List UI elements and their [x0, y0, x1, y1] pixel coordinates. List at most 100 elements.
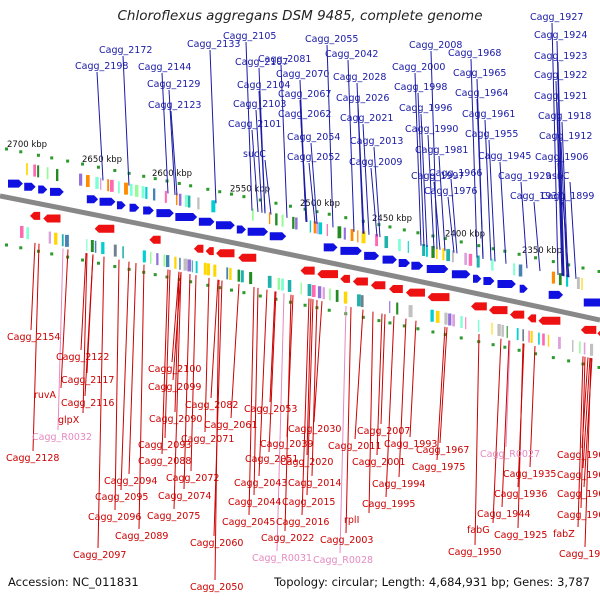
bottom-gene-label: Cagg_2100 [148, 364, 201, 375]
plus-strand-cog-bar [251, 208, 254, 221]
minus-strand-cog-bar [317, 286, 322, 299]
top-gene-label: Cagg_1921 [534, 91, 587, 102]
bottom-gene-labels: Cagg_2154 Cagg_2122 Cagg_2117 ruvA Cagg_2116… [6, 332, 600, 593]
gc-marker [597, 269, 600, 273]
gc-marker [81, 258, 85, 262]
plus-strand-cog-bar [361, 231, 366, 244]
bottom-leader-line [204, 277, 210, 433]
gc-marker [597, 365, 600, 369]
minus-strand-cog-bar [396, 302, 399, 315]
top-leader-line [326, 44, 334, 228]
top-gene-label: Cagg_1918 [538, 111, 591, 122]
top-gene-label: Cagg_1997 [411, 171, 464, 182]
minus-strand-cog-bar [191, 260, 193, 273]
gc-marker [113, 168, 117, 172]
bottom-leader-line [380, 314, 386, 425]
minus-strand-cog-bar [195, 261, 198, 274]
plus-strand-gene-arrow [116, 201, 126, 210]
minus-strand-cog-bar [506, 325, 508, 338]
bottom-leader-line [114, 259, 120, 511]
minus-strand-cog-bar [300, 282, 302, 295]
gc-marker [388, 321, 392, 325]
top-gene-label: Cagg_1976 [424, 186, 477, 197]
plus-strand-cog-bar [384, 236, 389, 249]
plus-strand-gene-arrow [215, 221, 235, 230]
bottom-leader-line [57, 248, 64, 431]
top-gene-label: Cagg_2133 [187, 39, 240, 50]
top-gene-label: Cagg_1996 [399, 103, 452, 114]
plus-strand-gene-arrow [382, 255, 397, 264]
plus-strand-cog-bar [425, 244, 428, 257]
plus-strand-cog-bar [55, 169, 59, 182]
bottom-gene-label: Cagg_1904 [557, 510, 600, 521]
gc-marker [19, 246, 23, 250]
top-leader-line [488, 139, 496, 262]
gc-marker [416, 231, 420, 235]
plus-strand-cog-bar [442, 248, 445, 261]
top-gene-label: Cagg_1955 [465, 129, 518, 140]
gc-marker [36, 153, 40, 157]
minus-strand-cog-bar [465, 317, 467, 330]
minus-strand-cog-bar [311, 284, 316, 297]
gc-marker [477, 244, 481, 248]
bottom-leader-lines [30, 242, 593, 581]
top-gene-label: Cagg_2055 [305, 34, 358, 45]
plus-strand-cog-bar [398, 238, 401, 251]
gc-marker [377, 319, 381, 323]
minus-strand-cog-bar [477, 319, 480, 332]
gc-marker [96, 165, 100, 169]
top-leader-line [476, 98, 484, 259]
top-leader-line [245, 41, 253, 211]
minus-strand-gene-arrow [527, 314, 537, 323]
bottom-leader-line [354, 309, 364, 440]
top-gene-label: Cagg_2021 [340, 113, 393, 124]
plus-strand-gene-arrow [364, 251, 380, 260]
bottom-leader-line [213, 280, 223, 537]
plus-strand-cog-bar [99, 177, 102, 190]
top-gene-label: Cagg_1937 [510, 191, 563, 202]
gc-marker [361, 315, 365, 319]
gc-marker [491, 247, 495, 251]
plus-strand-cog-bar [26, 163, 28, 176]
bottom-gene-label: ruvA [34, 390, 57, 401]
plus-strand-gene-arrow [483, 276, 495, 285]
minus-strand-cog-bar [48, 231, 51, 244]
plus-strand-cog-bar [33, 164, 37, 177]
minus-strand-gene-arrow [43, 214, 61, 223]
bottom-rna-label: Cagg_R0032 [32, 432, 92, 443]
minus-strand-gene-arrow [149, 235, 161, 244]
plus-strand-cog-bar [581, 277, 583, 290]
minus-strand-cog-bar [94, 240, 97, 253]
minus-strand-cog-bar [203, 262, 207, 275]
plus-strand-gene-arrow [24, 182, 36, 191]
top-gene-label: Cagg_1998 [394, 82, 447, 93]
minus-strand-cog-bar [26, 227, 29, 240]
bottom-gene-label: Cagg_1944 [477, 509, 530, 520]
top-leader-line [562, 201, 570, 278]
bottom-gene-label: Cagg_1903 [557, 489, 600, 500]
top-gene-label: Cagg_1966 [429, 168, 482, 179]
top-gene-label: Cagg_1924 [534, 30, 587, 41]
plus-strand-cog-bar [197, 197, 200, 210]
minus-strand-cog-bar [187, 259, 192, 272]
bottom-leader-line [505, 340, 511, 448]
top-leader-line [533, 201, 541, 272]
bottom-leader-line [577, 356, 584, 528]
minus-strand-cog-bar [122, 246, 124, 259]
bottom-gene-label: Cagg_2060 [190, 538, 243, 549]
bottom-leader-line [258, 289, 268, 477]
bottom-leader-line [474, 334, 480, 546]
top-gene-label: Cagg_2129 [147, 79, 200, 90]
gc-marker [274, 201, 278, 205]
top-gene-labels: Cagg_1927 Cagg_1924 Cagg_1923 Cagg_1922 Cagg… [75, 12, 594, 202]
top-gene-label: Cagg_1899 [541, 191, 594, 202]
gc-marker [567, 359, 571, 363]
top-gene-label: Cagg_1990 [405, 124, 458, 135]
bottom-leader-line [582, 357, 591, 469]
bottom-gene-label: Cagg_1967 [416, 445, 469, 456]
plus-strand-cog-bar [436, 246, 438, 259]
minus-strand-gene-arrow [389, 285, 403, 294]
minus-strand-gene-arrow [30, 211, 41, 220]
gc-marker [551, 260, 555, 264]
